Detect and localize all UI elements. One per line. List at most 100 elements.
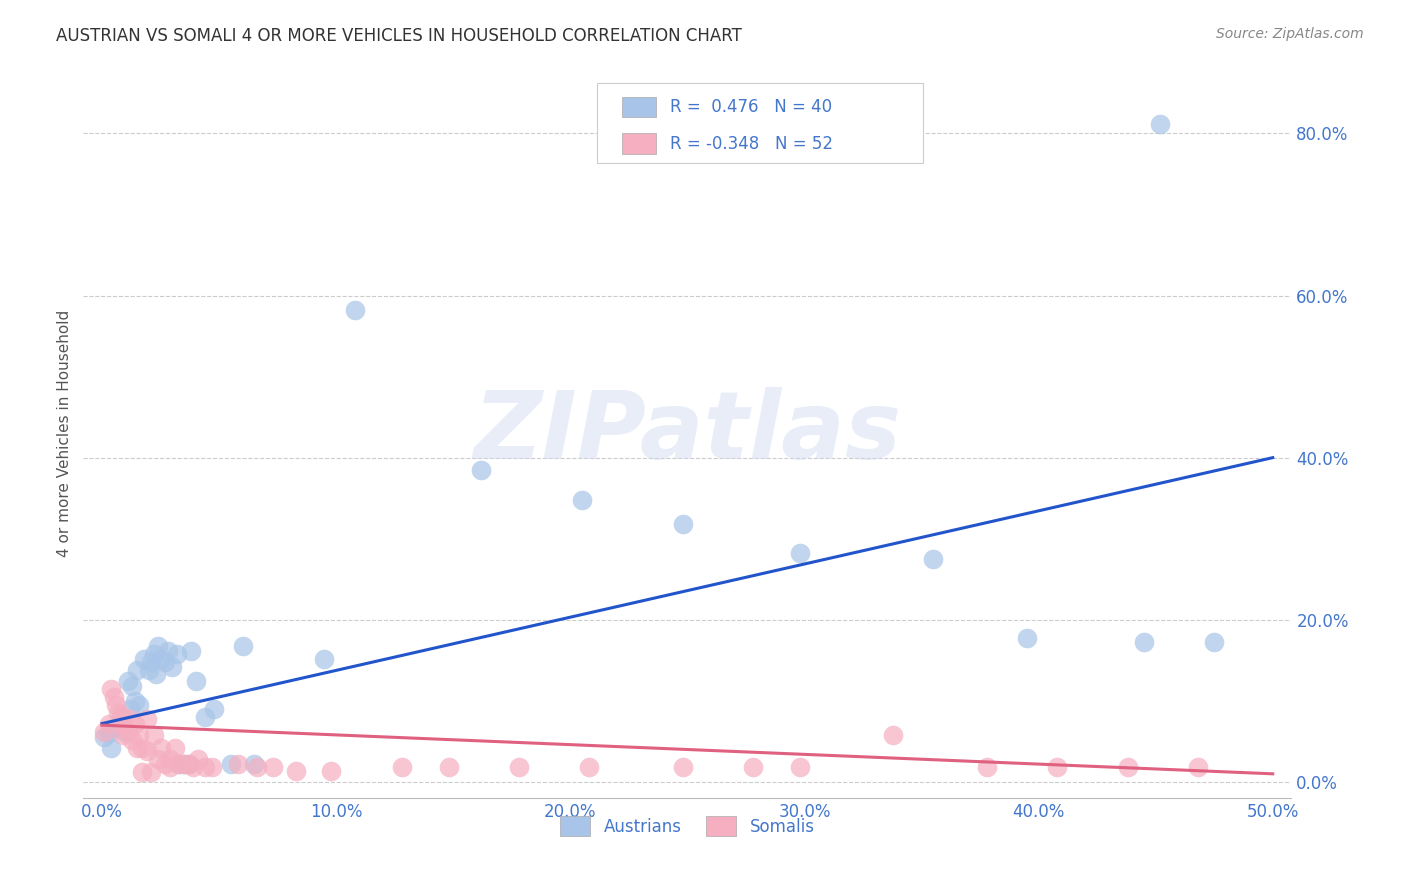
Point	[314, 651, 336, 665]
Point	[243, 757, 266, 772]
Point	[571, 492, 593, 507]
Point	[470, 463, 492, 477]
Point	[201, 760, 224, 774]
Point	[145, 667, 167, 681]
Point	[110, 710, 132, 724]
Point	[173, 757, 195, 772]
Point	[105, 698, 128, 712]
Text: R = -0.348   N = 52: R = -0.348 N = 52	[671, 135, 834, 153]
Point	[508, 760, 530, 774]
Point	[1133, 635, 1156, 649]
Point	[138, 663, 160, 677]
Point	[173, 757, 195, 772]
Point	[117, 724, 139, 739]
Point	[127, 740, 149, 755]
Point	[135, 712, 157, 726]
Point	[107, 706, 129, 720]
Point	[219, 757, 242, 772]
FancyBboxPatch shape	[621, 134, 657, 154]
Legend: Austrians, Somalis: Austrians, Somalis	[551, 807, 823, 845]
Point	[149, 740, 172, 755]
Point	[114, 724, 136, 739]
Point	[121, 732, 143, 747]
Point	[184, 673, 207, 688]
Point	[180, 643, 202, 657]
Point	[114, 720, 136, 734]
Point	[98, 726, 121, 740]
Point	[1015, 631, 1038, 645]
Point	[262, 760, 284, 774]
Point	[128, 728, 150, 742]
Point	[120, 702, 142, 716]
Point	[194, 710, 217, 724]
Point	[226, 757, 249, 772]
FancyBboxPatch shape	[621, 97, 657, 118]
Point	[98, 716, 121, 731]
Point	[391, 760, 413, 774]
Point	[128, 698, 150, 712]
Point	[149, 651, 172, 665]
Point	[120, 712, 142, 726]
Point	[976, 760, 998, 774]
Point	[131, 765, 153, 780]
Point	[437, 760, 460, 774]
Point	[1046, 760, 1069, 774]
Point	[141, 765, 163, 780]
Point	[922, 552, 945, 566]
Point	[100, 681, 122, 696]
Point	[127, 663, 149, 677]
Point	[1187, 760, 1209, 774]
Point	[187, 752, 209, 766]
Point	[183, 760, 205, 774]
Point	[285, 764, 308, 778]
Text: AUSTRIAN VS SOMALI 4 OR MORE VEHICLES IN HOUSEHOLD CORRELATION CHART: AUSTRIAN VS SOMALI 4 OR MORE VEHICLES IN…	[56, 27, 742, 45]
Point	[169, 757, 191, 772]
Point	[124, 716, 146, 731]
Point	[112, 728, 135, 742]
Point	[142, 728, 165, 742]
Point	[93, 731, 115, 745]
Point	[148, 639, 170, 653]
Point	[110, 708, 132, 723]
Point	[177, 757, 200, 772]
Text: Source: ZipAtlas.com: Source: ZipAtlas.com	[1216, 27, 1364, 41]
Point	[162, 660, 184, 674]
Text: R =  0.476   N = 40: R = 0.476 N = 40	[671, 98, 832, 116]
FancyBboxPatch shape	[596, 83, 922, 163]
Point	[159, 760, 181, 774]
Point	[135, 744, 157, 758]
Point	[159, 752, 181, 766]
Point	[117, 673, 139, 688]
Point	[343, 303, 366, 318]
Point	[93, 724, 115, 739]
Point	[163, 740, 186, 755]
Point	[112, 716, 135, 731]
Point	[321, 764, 343, 778]
Point	[231, 639, 253, 653]
Point	[177, 757, 200, 772]
Point	[1204, 635, 1226, 649]
Point	[672, 517, 695, 532]
Point	[131, 740, 153, 755]
Point	[672, 760, 695, 774]
Point	[1149, 117, 1171, 131]
Point	[789, 760, 811, 774]
Point	[742, 760, 765, 774]
Point	[124, 694, 146, 708]
Point	[169, 757, 191, 772]
Point	[156, 643, 179, 657]
Point	[789, 546, 811, 560]
Point	[100, 740, 122, 755]
Point	[245, 760, 267, 774]
Point	[148, 752, 170, 766]
Point	[105, 720, 128, 734]
Point	[1116, 760, 1139, 774]
Point	[155, 655, 177, 669]
Point	[166, 647, 188, 661]
Point	[121, 679, 143, 693]
Y-axis label: 4 or more Vehicles in Household: 4 or more Vehicles in Household	[58, 310, 72, 557]
Point	[142, 647, 165, 661]
Point	[882, 728, 904, 742]
Point	[202, 702, 225, 716]
Point	[578, 760, 600, 774]
